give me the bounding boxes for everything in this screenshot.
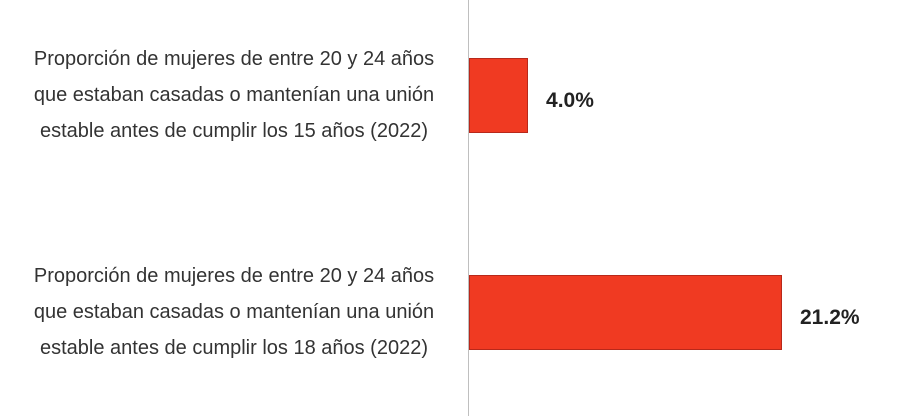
axis-line bbox=[468, 0, 469, 416]
category-label: Proporción de mujeres de entre 20 y 24 a… bbox=[33, 265, 435, 359]
bar bbox=[469, 274, 782, 350]
value-label: 21.2% bbox=[800, 306, 860, 329]
category-label: Proporción de mujeres de entre 20 y 24 a… bbox=[33, 48, 435, 142]
bar bbox=[469, 57, 529, 133]
value-label: 4.0% bbox=[546, 89, 594, 112]
